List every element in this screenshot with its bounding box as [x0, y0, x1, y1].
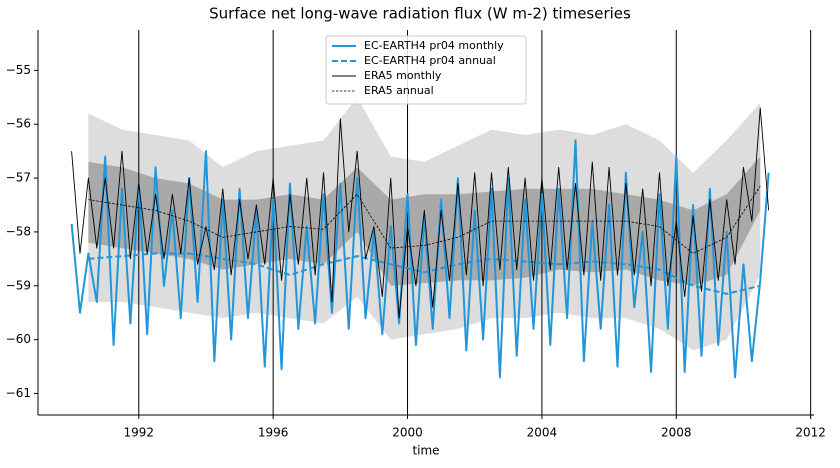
- series-line: [70, 139, 770, 379]
- y-tick-label: −59: [6, 278, 31, 292]
- legend-label: EC-EARTH4 pr04 monthly: [364, 39, 504, 52]
- y-tick-label: −56: [6, 117, 31, 131]
- x-tick-label: 2008: [661, 426, 692, 440]
- y-tick-label: −55: [6, 63, 31, 77]
- series-line: [71, 107, 770, 319]
- legend-label: ERA5 annual: [364, 84, 434, 97]
- y-tick-label: −57: [6, 171, 31, 185]
- x-axis-label: time: [412, 444, 439, 458]
- x-tick-label: 1992: [124, 426, 155, 440]
- legend-box: [325, 35, 527, 105]
- y-tick-label: −58: [6, 224, 31, 238]
- chart-title: Surface net long-wave radiation flux (W …: [209, 5, 631, 23]
- x-tick-label: 2000: [392, 426, 423, 440]
- legend: EC-EARTH4 pr04 monthly EC-EARTH4 pr04 ann…: [325, 35, 527, 105]
- x-tick-label: 1996: [258, 426, 289, 440]
- legend-label: ERA5 monthly: [364, 69, 442, 82]
- series-line: [88, 185, 761, 254]
- legend-label: EC-EARTH4 pr04 annual: [364, 54, 496, 67]
- y-tick-label: −60: [6, 332, 31, 346]
- x-tick-label: 2004: [527, 426, 558, 440]
- x-tick-label: 2012: [795, 426, 826, 440]
- series-line: [88, 252, 761, 295]
- y-tick-label: −61: [6, 386, 31, 400]
